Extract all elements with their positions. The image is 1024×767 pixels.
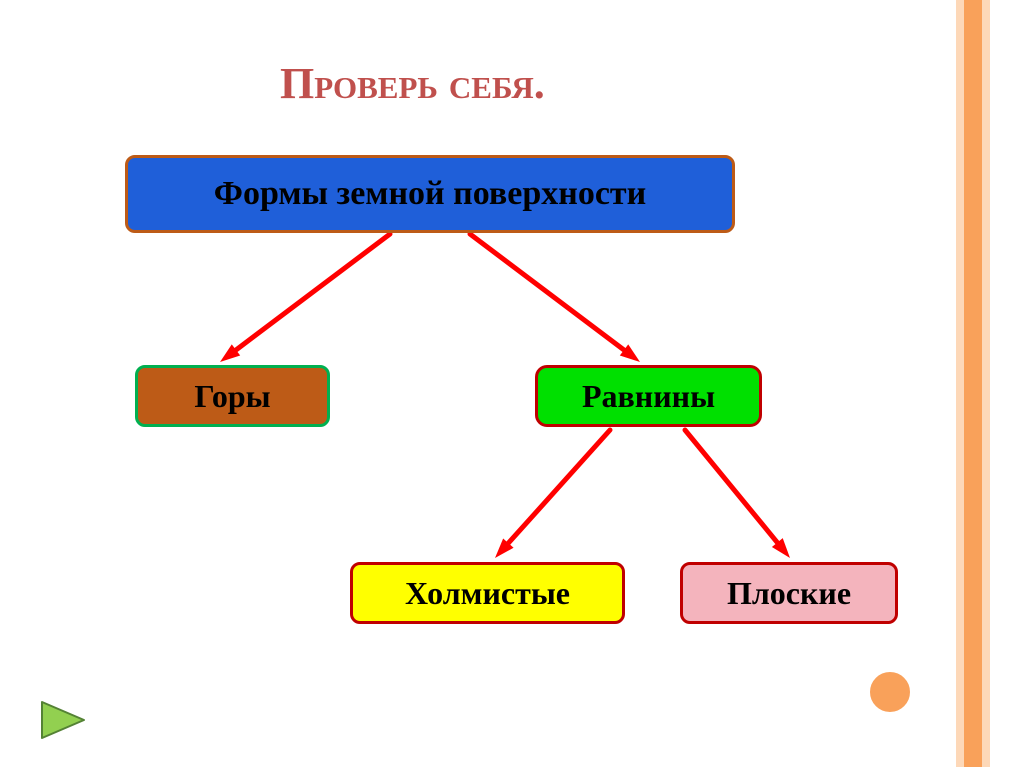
node-root-label: Формы земной поверхности <box>214 175 646 213</box>
node-mountains-label: Горы <box>194 378 270 415</box>
accent-circle <box>868 670 912 714</box>
node-flat: Плоские <box>680 562 898 624</box>
node-root: Формы земной поверхности <box>125 155 735 233</box>
node-plains-label: Равнины <box>582 378 715 415</box>
decor-stripe-inner <box>964 0 982 767</box>
node-mountains: Горы <box>135 365 330 427</box>
node-plains: Равнины <box>535 365 762 427</box>
node-flat-label: Плоские <box>727 575 851 612</box>
slide-title: Проверь себя. <box>280 58 545 109</box>
node-hilly: Холмистые <box>350 562 625 624</box>
node-hilly-label: Холмистые <box>405 575 570 612</box>
triangle-right-icon <box>40 700 86 740</box>
next-slide-button[interactable] <box>40 700 86 740</box>
